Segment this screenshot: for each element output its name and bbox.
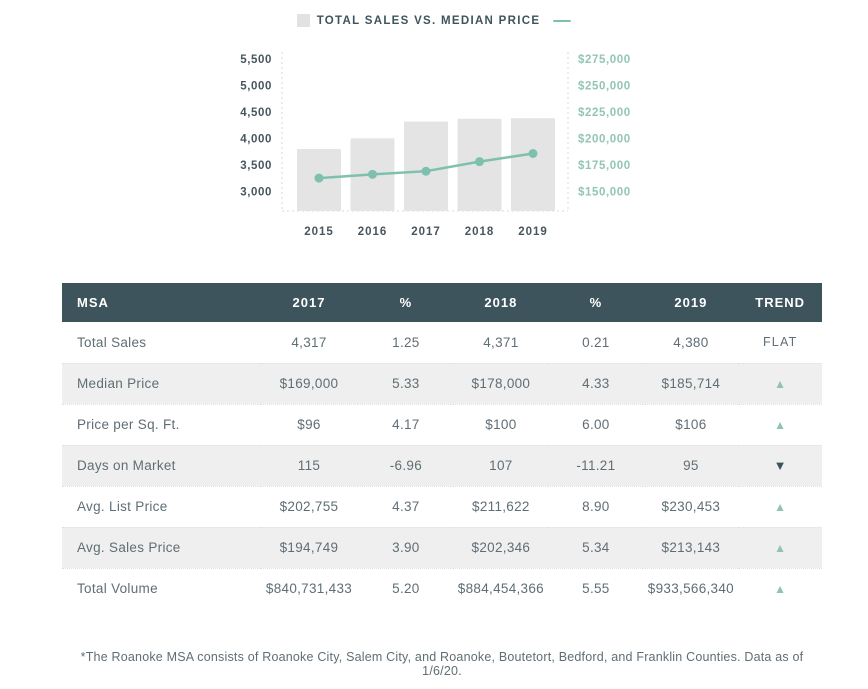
x-axis-label-2017: 2017 <box>411 226 441 238</box>
cell-value: $96 <box>297 417 321 432</box>
col-header-trend: TREND <box>738 283 822 322</box>
cell-value: 4.17 <box>392 417 420 432</box>
row-label: Median Price <box>77 376 160 391</box>
x-axis-label-2018: 2018 <box>465 226 495 238</box>
cell-value: $100 <box>485 417 517 432</box>
cell-value: -6.96 <box>389 458 423 473</box>
left-axis-tick: 3,000 <box>240 186 272 198</box>
x-axis-label-2016: 2016 <box>358 226 388 238</box>
x-axis-label-2015: 2015 <box>304 226 334 238</box>
bar-2019 <box>511 118 555 211</box>
table-row: Price per Sq. Ft. $96 4.17 $100 6.00 $106 ▲ <box>62 404 822 445</box>
right-axis-tick: $200,000 <box>578 133 631 145</box>
median-price-point-2018 <box>475 157 484 167</box>
bar-2017 <box>404 121 448 211</box>
bar-series-swatch <box>296 14 310 27</box>
cell-value: $194,749 <box>279 540 339 555</box>
trend-up-icon: ▲ <box>774 417 787 432</box>
cell-value: 5.33 <box>392 376 420 391</box>
cell-value: 0.21 <box>582 334 610 350</box>
table-row: Median Price $169,000 5.33 $178,000 4.33 $185… <box>62 363 822 404</box>
cell-value: $884,454,366 <box>457 581 544 597</box>
row-label: Avg. Sales Price <box>77 540 181 555</box>
cell-value: 4,317 <box>291 334 327 350</box>
cell-value: 115 <box>297 458 321 473</box>
col-header-msa: MSA <box>62 283 260 322</box>
cell-value: 5.55 <box>582 581 610 597</box>
left-axis-tick: 5,000 <box>240 80 272 92</box>
col-header-2019: 2019 <box>643 283 739 322</box>
table-row: Avg. List Price $202,755 4.37 $211,622 8.90 $… <box>62 486 822 527</box>
row-label: Price per Sq. Ft. <box>77 417 180 432</box>
cell-value: $840,731,433 <box>265 581 353 597</box>
table-row: Days on Market 115 -6.96 107 -11.21 95 ▼ <box>62 445 822 486</box>
cell-value: $202,346 <box>471 540 531 555</box>
cell-value: 95 <box>683 458 699 473</box>
msa-stats-table: MSA 2017% 2018% 2019 TREND Total Sales 4,317 1… <box>62 283 822 609</box>
row-label: Days on Market <box>77 458 176 473</box>
cell-value: $178,000 <box>471 376 531 391</box>
right-axis-tick: $150,000 <box>578 186 631 198</box>
cell-value: $211,622 <box>472 499 530 514</box>
cell-value: 5.20 <box>392 581 420 597</box>
cell-value: 4.37 <box>392 499 420 514</box>
row-label: Avg. List Price <box>77 499 168 514</box>
median-price-point-2019 <box>528 149 538 159</box>
trend-up-icon: ▲ <box>774 376 787 391</box>
cell-value: 4,380 <box>673 334 709 350</box>
cell-value: 1.25 <box>392 334 420 350</box>
right-axis-tick: $225,000 <box>578 107 631 119</box>
col-header-2018: 2018 <box>453 283 549 322</box>
cell-value: $185,714 <box>661 376 721 391</box>
trend-up-icon: ▲ <box>774 499 787 514</box>
table-row: Total Volume $840,731,433 5.20 $884,454,366… <box>62 568 822 609</box>
col-header--: % <box>548 283 644 322</box>
left-axis-tick: 4,000 <box>240 133 272 145</box>
cell-value: 107 <box>489 458 513 473</box>
x-axis-label-2019: 2019 <box>518 226 548 238</box>
legend-label: TOTAL SALES VS. MEDIAN PRICE <box>316 14 541 27</box>
cell-value: 4,371 <box>483 334 519 350</box>
chart-section: TOTAL SALES VS. MEDIAN PRICE 5,500 5,000 4… <box>0 0 868 245</box>
cell-value: 6.00 <box>582 417 610 432</box>
cell-value: $202,755 <box>279 499 339 514</box>
cell-value: 8.90 <box>582 499 610 514</box>
cell-value: -11.21 <box>576 458 616 473</box>
cell-value: 5.34 <box>582 540 610 555</box>
cell-value: $230,453 <box>661 499 721 514</box>
msa-stats-table-wrap: MSA 2017% 2018% 2019 TREND Total Sales 4,317 1… <box>62 283 822 609</box>
cell-value: 3.90 <box>392 540 420 555</box>
median-price-point-2017 <box>421 166 431 176</box>
col-header-2017: 2017 <box>259 283 359 322</box>
table-row: Avg. Sales Price $194,749 3.90 $202,346 5.34… <box>62 527 822 568</box>
trend-down-icon: ▼ <box>773 458 787 473</box>
cell-value: $933,566,340 <box>647 581 734 597</box>
row-label: Total Volume <box>77 581 158 597</box>
trend-flat-label: FLAT <box>762 335 798 350</box>
col-header--: % <box>358 283 454 322</box>
row-label: Total Sales <box>77 334 147 350</box>
median-price-point-2016 <box>368 169 377 179</box>
right-axis-tick: $175,000 <box>578 160 631 172</box>
chart-legend: TOTAL SALES VS. MEDIAN PRICE <box>0 14 868 27</box>
footnote: *The Roanoke MSA consists of Roanoke Cit… <box>80 650 804 678</box>
cell-value: $213,143 <box>661 540 721 555</box>
sales-vs-price-chart: 5,500 5,000 4,500 4,000 3,500 3,000 $275,000 $2… <box>240 52 631 238</box>
cell-value: $106 <box>675 417 707 432</box>
right-axis-tick: $250,000 <box>578 80 631 92</box>
left-axis-tick: 4,500 <box>240 107 272 119</box>
table-row: Total Sales 4,317 1.25 4,371 0.21 4,380 FLAT <box>62 322 822 363</box>
left-axis-tick: 5,500 <box>240 54 272 66</box>
right-axis-tick: $275,000 <box>578 54 631 66</box>
line-series-swatch <box>553 19 572 22</box>
cell-value: 4.33 <box>582 376 610 391</box>
trend-up-icon: ▲ <box>774 540 787 555</box>
cell-value: $169,000 <box>279 376 339 391</box>
trend-up-icon: ▲ <box>774 581 787 596</box>
median-price-point-2015 <box>314 173 324 183</box>
table-header-row: MSA 2017% 2018% 2019 TREND <box>62 283 822 322</box>
left-axis-tick: 3,500 <box>240 160 272 172</box>
